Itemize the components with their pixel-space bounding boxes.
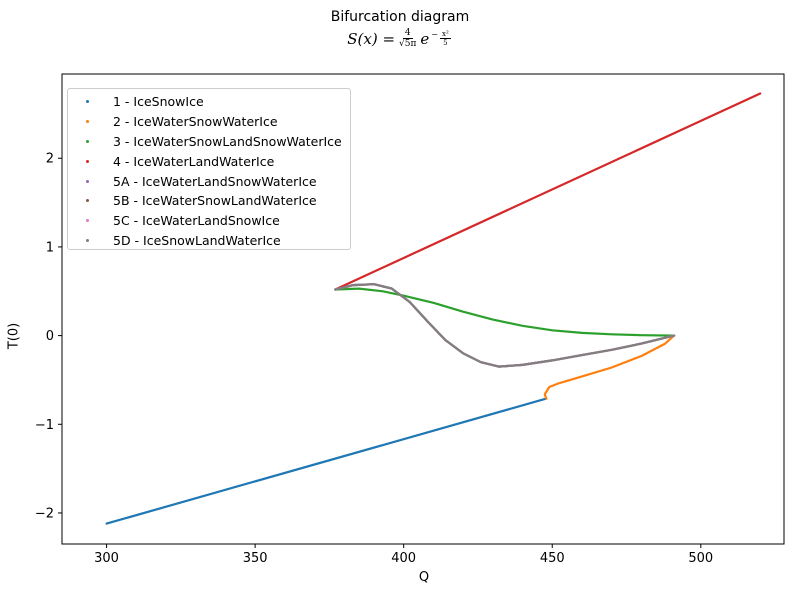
x-tick-label: 400	[391, 551, 416, 566]
legend-label: 1 - IceSnowIce	[113, 94, 204, 110]
formula-exponent-denominator: 5	[443, 39, 448, 47]
series-line-5	[334, 283, 676, 368]
legend-item: 5A - IceWaterLandSnowWaterIce	[68, 171, 350, 191]
formula-fraction: 4 √5π	[399, 28, 416, 49]
formula-base: e	[420, 29, 430, 48]
series-line-0	[105, 397, 548, 525]
legend-marker	[86, 199, 89, 203]
formula-numerator: 4	[402, 28, 413, 39]
y-axis: −2 −1 0 1 2	[35, 152, 62, 521]
series-line-6	[334, 283, 676, 368]
legend-item: 4 - IceWaterLandWaterIce	[68, 151, 350, 171]
x-axis-label: Q	[418, 570, 430, 585]
legend-marker	[86, 238, 89, 242]
y-tick-label: −1	[35, 418, 54, 433]
legend-marker	[86, 219, 89, 223]
x-axis: 300 350 400 450 500	[94, 544, 713, 566]
series-layer	[105, 92, 762, 525]
series-line-7	[334, 283, 676, 368]
x-tick-label: 350	[243, 551, 268, 566]
x-tick-label: 450	[540, 551, 565, 566]
legend-label: 3 - IceWaterSnowLandSnowWaterIce	[113, 133, 342, 149]
legend-item: 5B - IceWaterSnowLandWaterIce	[68, 191, 350, 211]
legend-marker	[86, 179, 89, 183]
legend-marker	[86, 139, 89, 143]
legend-item: 5C - IceWaterLandSnowIce	[68, 211, 350, 231]
y-tick-label: 1	[46, 240, 54, 255]
chart-title: Bifurcation diagram	[330, 9, 470, 25]
legend-marker	[86, 100, 89, 104]
formula-exponent-sign: −	[431, 30, 438, 39]
formula-denominator: √5π	[399, 39, 417, 49]
formula-exponent: − x² 5	[431, 30, 452, 47]
legend-item: 2 - IceWaterSnowWaterIce	[68, 112, 350, 132]
y-tick-label: 2	[46, 152, 54, 167]
formula-exponent-numerator: x²	[440, 30, 451, 39]
series-line-4	[334, 283, 676, 368]
legend-marker	[86, 159, 89, 163]
axes-frame	[61, 73, 785, 545]
y-axis-label: T(0)	[6, 322, 22, 350]
series-line-2	[334, 287, 676, 337]
chart-legend: 1 - IceSnowIce 2 - IceWaterSnowWaterIce 3 …	[67, 88, 351, 250]
x-tick-label: 500	[688, 551, 713, 566]
formula-exponent-fraction: x² 5	[440, 30, 451, 47]
y-tick-label: −2	[35, 506, 54, 521]
legend-item: 5D - IceSnowLandWaterIce	[68, 231, 350, 251]
legend-label: 2 - IceWaterSnowWaterIce	[113, 114, 278, 130]
legend-label: 5C - IceWaterLandSnowIce	[113, 213, 280, 229]
legend-item: 3 - IceWaterSnowLandSnowWaterIce	[68, 132, 350, 152]
legend-marker	[86, 120, 89, 124]
chart-subtitle-formula: S(x) = 4 √5π e − x² 5	[347, 28, 453, 49]
y-tick-label: 0	[46, 329, 54, 344]
chart-title-block: Bifurcation diagram S(x) = 4 √5π e − x² …	[0, 8, 800, 49]
x-tick-label: 300	[94, 551, 119, 566]
series-line-3	[334, 92, 762, 291]
formula-lhs: S(x) =	[347, 29, 396, 48]
legend-label: 5B - IceWaterSnowLandWaterIce	[113, 193, 317, 209]
legend-label: 5D - IceSnowLandWaterIce	[113, 232, 281, 248]
legend-item: 1 - IceSnowIce	[68, 92, 350, 112]
legend-label: 5A - IceWaterLandSnowWaterIce	[113, 173, 317, 189]
legend-label: 4 - IceWaterLandWaterIce	[113, 153, 275, 169]
series-line-1	[543, 334, 676, 400]
